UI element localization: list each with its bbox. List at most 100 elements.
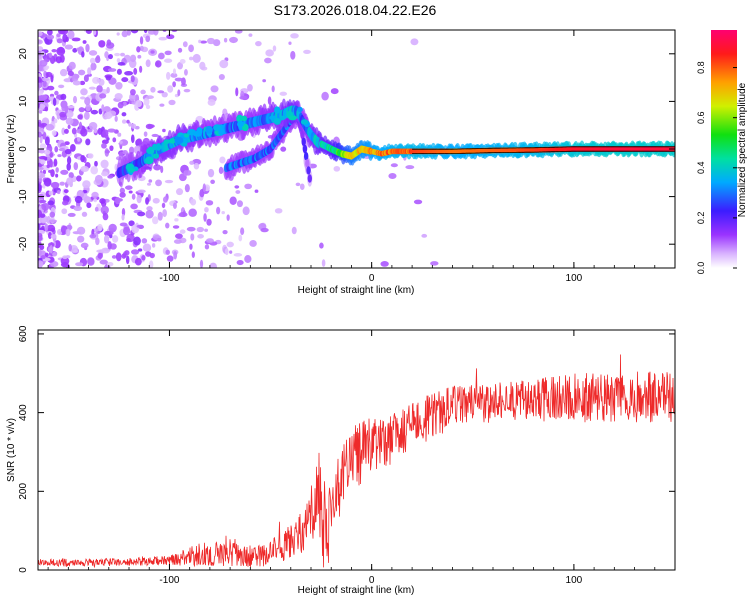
spectral-speckle	[121, 77, 129, 83]
ridge-hot-core	[478, 149, 482, 153]
spectral-speckle	[121, 30, 129, 38]
ridge-hot-core	[533, 148, 537, 152]
spectral-speckle	[79, 80, 86, 86]
spectral-speckle	[123, 226, 131, 236]
spectral-speckle	[50, 74, 54, 83]
spectral-speckle	[51, 130, 57, 136]
spectral-speckle	[73, 205, 82, 212]
ridge-hot-core	[430, 149, 433, 153]
spectral-speckle	[117, 101, 124, 109]
spectral-speckle	[67, 30, 75, 40]
spectral-speckle	[172, 202, 177, 209]
spectral-speckle	[234, 30, 243, 34]
spectral-speckle	[333, 165, 341, 172]
spectral-speckle	[149, 260, 154, 268]
spectral-speckle	[139, 36, 144, 45]
spectral-speckle	[124, 70, 134, 76]
spectral-speckle	[108, 223, 117, 233]
spectral-speckle	[290, 33, 299, 39]
ridge-blob	[146, 147, 155, 155]
ridge-hot-core	[509, 148, 512, 152]
spectral-speckle	[145, 35, 151, 43]
x-tick-label: 100	[566, 273, 583, 284]
spectral-speckle	[49, 244, 53, 254]
spectral-speckle	[59, 111, 67, 118]
spectral-speckle	[130, 30, 139, 34]
spectral-speckle	[47, 85, 55, 91]
spectral-speckle	[413, 199, 423, 205]
spectral-speckle	[68, 61, 76, 70]
spectral-speckle	[44, 136, 50, 146]
ridge-hot-core	[527, 148, 530, 152]
spectral-speckle	[290, 50, 296, 60]
spectral-speckle	[262, 79, 267, 83]
spectral-speckle	[52, 251, 58, 257]
spectral-speckle	[234, 185, 240, 189]
spectral-speckle	[143, 30, 148, 34]
spectral-speckle	[124, 250, 130, 256]
spectral-speckle	[130, 88, 136, 96]
spectral-speckle	[96, 85, 103, 93]
ridge-hot-core	[495, 148, 498, 152]
colorbar-axis: 0.0 0.2 0.4 0.6 0.8	[696, 61, 737, 274]
spectral-speckle	[38, 39, 42, 44]
spectral-speckle	[82, 180, 91, 189]
spectral-speckle	[430, 261, 439, 266]
ridge-hot-core	[517, 148, 521, 152]
spectral-speckle	[157, 237, 162, 242]
ridge-blob	[144, 156, 154, 165]
ridge-hot-core	[666, 147, 669, 151]
spectral-speckle	[57, 30, 66, 35]
ridge-hot-core	[512, 148, 516, 152]
spectral-speckle	[204, 228, 209, 232]
spectral-speckle	[72, 48, 78, 53]
spectral-speckle	[40, 255, 46, 260]
spectral-speckle	[89, 233, 97, 239]
ridge-hot-core	[616, 147, 619, 151]
spectral-speckle	[89, 57, 96, 64]
spectral-speckle	[65, 228, 71, 237]
spectral-speckle	[388, 172, 397, 179]
ridge-hot-core	[639, 147, 642, 151]
spectral-speckle	[53, 118, 58, 124]
spectral-speckle	[239, 95, 248, 100]
spectral-speckle	[405, 165, 415, 170]
spectral-speckle	[59, 181, 65, 186]
spectral-speckle	[188, 44, 194, 53]
spectral-speckle	[106, 262, 114, 267]
spectral-speckle	[189, 243, 193, 250]
spectral-speckle	[115, 82, 123, 90]
spectral-speckle	[45, 123, 55, 131]
spectral-speckle	[240, 227, 245, 236]
colorbar-tick-label: 0.0	[696, 262, 706, 275]
ridge-hot-core	[613, 147, 616, 151]
spectral-speckle	[65, 117, 74, 126]
ridge-hot-core	[501, 148, 504, 152]
spectral-speckle	[72, 80, 81, 86]
spectral-speckle	[78, 107, 85, 113]
spectral-speckle	[58, 148, 66, 152]
ridge-hot-core	[588, 147, 592, 151]
spectral-speckle	[199, 61, 206, 70]
spectral-speckle	[66, 105, 75, 109]
spectral-speckle	[321, 259, 326, 267]
spectral-speckle	[107, 68, 117, 72]
spectral-speckle	[83, 74, 89, 83]
spectral-speckle	[178, 212, 188, 218]
ridge-hot-core	[524, 148, 527, 152]
spectral-speckle	[38, 223, 41, 229]
spectral-speckle	[100, 159, 109, 169]
ridge-hot-core	[621, 147, 624, 151]
ridge-hot-core	[647, 147, 650, 151]
spectral-speckle	[164, 179, 174, 184]
spectral-speckle	[129, 146, 135, 155]
spectral-speckle	[99, 259, 108, 265]
spectral-speckle	[80, 128, 88, 137]
spectral-speckle	[90, 62, 95, 71]
ridge-blob	[181, 142, 188, 147]
spectral-speckle	[38, 235, 43, 242]
ridge-hot-core	[535, 148, 538, 152]
spectral-speckle	[85, 103, 91, 112]
ridge-hot-core	[496, 148, 500, 152]
spectral-speckle	[85, 30, 92, 34]
